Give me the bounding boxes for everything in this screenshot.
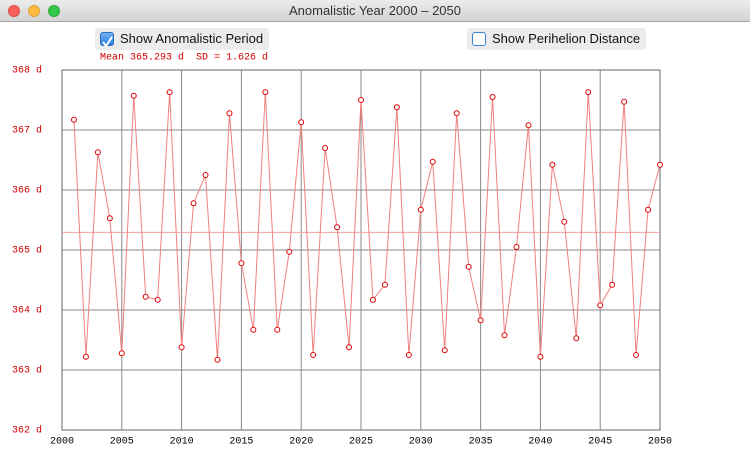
close-button[interactable]	[8, 5, 20, 17]
title-bar: Anomalistic Year 2000 – 2050	[0, 0, 750, 22]
checkbox-box[interactable]	[100, 32, 114, 48]
y-tick-label: 365 d	[12, 245, 42, 257]
data-point	[250, 326, 257, 333]
data-point	[561, 218, 568, 225]
data-point	[513, 244, 520, 250]
data-point	[166, 89, 173, 96]
x-tick-label: 2010	[170, 437, 194, 448]
checkbox-label: Show Perihelion Distance	[492, 31, 641, 46]
x-tick-label: 2035	[469, 437, 493, 448]
x-tick-label: 2045	[588, 437, 612, 448]
data-point	[310, 352, 317, 358]
data-line	[73, 92, 661, 360]
data-point	[381, 281, 388, 288]
data-point	[334, 224, 341, 231]
checkmark	[102, 36, 113, 48]
data-point	[465, 263, 472, 270]
x-tick-label: 2020	[289, 437, 313, 448]
y-tick-label: 366 d	[12, 185, 42, 197]
data-point	[190, 200, 197, 207]
data-point	[238, 260, 245, 267]
data-point	[501, 332, 508, 339]
x-tick-label: 2015	[229, 437, 253, 448]
data-point	[82, 353, 89, 360]
data-point	[633, 352, 640, 358]
data-point	[274, 326, 281, 333]
y-tick-label: 364 d	[12, 305, 42, 317]
data-point	[94, 149, 101, 156]
data-point	[178, 344, 185, 351]
data-point	[369, 296, 376, 303]
data-point	[393, 104, 400, 111]
data-point	[645, 206, 652, 213]
x-tick-label: 2005	[110, 437, 134, 448]
data-point	[453, 110, 460, 117]
data-point	[489, 94, 496, 100]
x-tick-label: 2030	[409, 437, 433, 448]
data-point	[597, 302, 604, 309]
data-point	[130, 92, 137, 99]
data-point	[657, 161, 663, 168]
data-point	[405, 352, 412, 358]
data-point	[106, 215, 113, 222]
data-point	[118, 350, 125, 357]
data-point	[226, 110, 233, 117]
zoom-button[interactable]	[48, 5, 60, 17]
data-point	[609, 281, 616, 288]
data-point	[549, 161, 556, 168]
y-tick-label: 363 d	[12, 365, 42, 377]
y-tick-label: 368 d	[12, 65, 42, 77]
plot-frame	[61, 69, 661, 431]
data-point	[298, 119, 305, 126]
minimize-button[interactable]	[28, 5, 40, 17]
x-tick-label: 2025	[349, 437, 373, 448]
data-point	[70, 116, 77, 123]
x-tick-label: 2040	[528, 437, 552, 448]
checkbox[interactable]: Show Perihelion Distance	[467, 28, 647, 50]
data-point	[142, 293, 149, 300]
checkbox-box[interactable]	[472, 32, 486, 46]
data-point	[525, 122, 532, 129]
checkbox-label: Show Anomalistic Period	[120, 31, 264, 46]
x-tick-label: 2000	[50, 437, 74, 448]
data-point	[429, 158, 436, 165]
data-point	[358, 97, 364, 103]
checkbox[interactable]: Show Anomalistic Period	[95, 28, 270, 50]
data-point	[585, 89, 592, 96]
x-tick-label: 2050	[648, 437, 672, 448]
data-point	[537, 353, 544, 360]
data-point	[621, 98, 628, 105]
data-point	[322, 145, 329, 151]
data-point	[262, 89, 269, 96]
window-title: Anomalistic Year 2000 – 2050	[288, 3, 461, 18]
data-point	[441, 347, 448, 354]
stats-annotation: Mean 365.293 d SD = 1.626 d	[100, 52, 268, 64]
y-tick-label: 362 d	[12, 425, 42, 437]
data-point	[346, 344, 353, 351]
data-point	[417, 206, 424, 213]
data-point	[214, 356, 221, 363]
data-point	[286, 248, 293, 255]
data-point	[154, 296, 161, 303]
data-point	[573, 335, 580, 342]
data-point	[202, 172, 209, 178]
y-tick-label: 367 d	[12, 125, 42, 137]
data-point	[477, 317, 484, 324]
